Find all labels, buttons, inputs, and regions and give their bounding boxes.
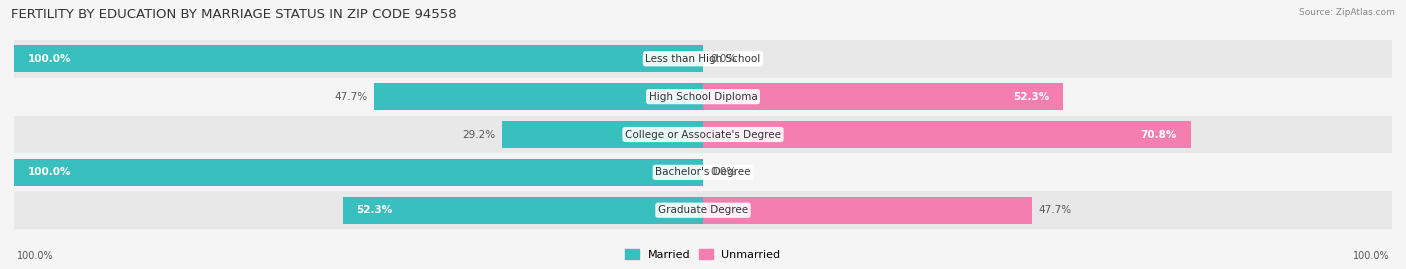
- Bar: [703, 197, 1032, 224]
- Text: 47.7%: 47.7%: [1039, 205, 1071, 215]
- Legend: Married, Unmarried: Married, Unmarried: [621, 246, 785, 263]
- Text: College or Associate's Degree: College or Associate's Degree: [626, 129, 780, 140]
- Bar: [14, 191, 1392, 229]
- Text: 52.3%: 52.3%: [357, 205, 392, 215]
- Text: High School Diploma: High School Diploma: [648, 92, 758, 102]
- Bar: [703, 83, 1063, 110]
- Text: 70.8%: 70.8%: [1140, 129, 1177, 140]
- Text: FERTILITY BY EDUCATION BY MARRIAGE STATUS IN ZIP CODE 94558: FERTILITY BY EDUCATION BY MARRIAGE STATU…: [11, 8, 457, 21]
- Bar: [343, 197, 703, 224]
- Text: 29.2%: 29.2%: [461, 129, 495, 140]
- Bar: [374, 83, 703, 110]
- Text: 100.0%: 100.0%: [28, 167, 72, 177]
- Bar: [14, 116, 1392, 153]
- Bar: [703, 121, 1191, 148]
- Bar: [14, 45, 703, 72]
- Bar: [14, 78, 1392, 116]
- Bar: [14, 153, 1392, 191]
- Text: Less than High School: Less than High School: [645, 54, 761, 64]
- Text: 0.0%: 0.0%: [710, 167, 737, 177]
- Text: Source: ZipAtlas.com: Source: ZipAtlas.com: [1299, 8, 1395, 17]
- Text: Graduate Degree: Graduate Degree: [658, 205, 748, 215]
- Bar: [14, 159, 703, 186]
- Text: 100.0%: 100.0%: [17, 251, 53, 261]
- Bar: [14, 40, 1392, 78]
- Text: Bachelor's Degree: Bachelor's Degree: [655, 167, 751, 177]
- Text: 0.0%: 0.0%: [710, 54, 737, 64]
- Text: 47.7%: 47.7%: [335, 92, 367, 102]
- Text: 100.0%: 100.0%: [1353, 251, 1389, 261]
- Text: 52.3%: 52.3%: [1014, 92, 1049, 102]
- Text: 100.0%: 100.0%: [28, 54, 72, 64]
- Bar: [502, 121, 703, 148]
